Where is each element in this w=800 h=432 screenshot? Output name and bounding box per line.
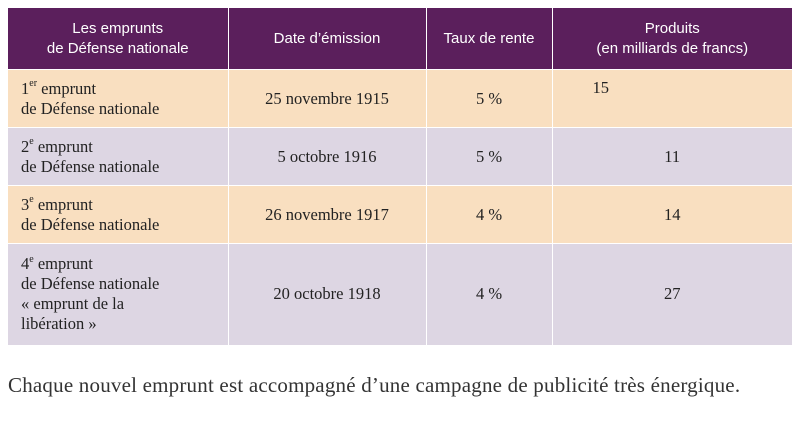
header-issue-date: Date d’émission: [228, 8, 427, 70]
loan-name-rest: emprunt: [37, 78, 97, 98]
loan-name-line: « emprunt de la: [21, 294, 125, 314]
loan-name-rest: emprunt: [33, 194, 93, 214]
rate-cell: 4 %: [426, 243, 553, 345]
table-row: 3e emprunt de Défense nationale 26 novem…: [8, 185, 792, 244]
caption-text: Chaque nouvel emprunt est accompagné d’u…: [8, 373, 741, 397]
loan-ordinal: 1: [21, 78, 30, 98]
header-issue-date-label: Date d’émission: [273, 29, 381, 47]
issue-date-cell: 25 novembre 1915: [228, 69, 427, 128]
header-loans-line-2: de Défense nationale: [46, 39, 189, 57]
rate-cell: 5 %: [426, 127, 553, 186]
loan-ordinal: 2: [21, 136, 30, 156]
loan-name-line: de Défense nationale: [21, 98, 160, 118]
loan-name-rest: emprunt: [33, 254, 93, 274]
loan-ordinal-suffix: er: [29, 78, 38, 89]
loan-ordinal-suffix: e: [29, 194, 34, 205]
loans-table: Les emprunts de Défense nationale Date d…: [8, 8, 792, 345]
product-cell: 27: [552, 243, 792, 345]
loan-name-line: de Défense nationale: [21, 214, 160, 234]
issue-date-cell: 26 novembre 1917: [228, 185, 427, 244]
header-row: Les emprunts de Défense nationale Date d…: [8, 8, 792, 70]
rate-cell: 4 %: [426, 185, 553, 244]
loan-ordinal-suffix: e: [29, 253, 34, 265]
rate-cell: 5 %: [426, 69, 553, 128]
header-loans: Les emprunts de Défense nationale: [8, 8, 229, 70]
loans-table-container: Les emprunts de Défense nationale Date d…: [8, 8, 792, 345]
issue-date-cell: 20 octobre 1918: [228, 243, 427, 345]
table-row: 1er emprunt de Défense nationale 25 nove…: [8, 69, 792, 128]
header-rate: Taux de rente: [426, 8, 553, 70]
header-products-line-1: Produits: [644, 19, 700, 37]
loan-name-cell: 1er emprunt de Défense nationale: [8, 69, 229, 128]
header-products-line-2: (en milliards de francs): [596, 39, 749, 57]
header-products: Produits (en milliards de francs): [552, 8, 792, 70]
table-header: Les emprunts de Défense nationale Date d…: [8, 8, 792, 70]
product-cell: 11: [552, 127, 792, 186]
loan-name-line: libération »: [21, 314, 97, 334]
loan-ordinal: 4: [21, 254, 30, 274]
loan-name-line: de Défense nationale: [21, 274, 160, 294]
loan-name-rest: emprunt: [33, 136, 93, 156]
issue-date-cell: 5 octobre 1916: [228, 127, 427, 186]
loan-name-line: de Défense nationale: [21, 156, 160, 176]
table-row: 4e emprunt de Défense nationale « emprun…: [8, 243, 792, 345]
loan-ordinal-suffix: e: [29, 136, 34, 147]
table-body: 1er emprunt de Défense nationale 25 nove…: [8, 69, 792, 345]
header-loans-line-1: Les emprunts: [72, 19, 164, 37]
product-cell: 14: [552, 185, 792, 244]
loan-name-cell: 2e emprunt de Défense nationale: [8, 127, 229, 186]
loan-ordinal: 3: [21, 194, 30, 214]
loan-name-cell: 4e emprunt de Défense nationale « emprun…: [8, 243, 229, 345]
product-cell: 15: [552, 69, 792, 128]
loan-name-cell: 3e emprunt de Défense nationale: [8, 185, 229, 244]
header-rate-label: Taux de rente: [443, 29, 535, 47]
table-row: 2e emprunt de Défense nationale 5 octobr…: [8, 127, 792, 186]
